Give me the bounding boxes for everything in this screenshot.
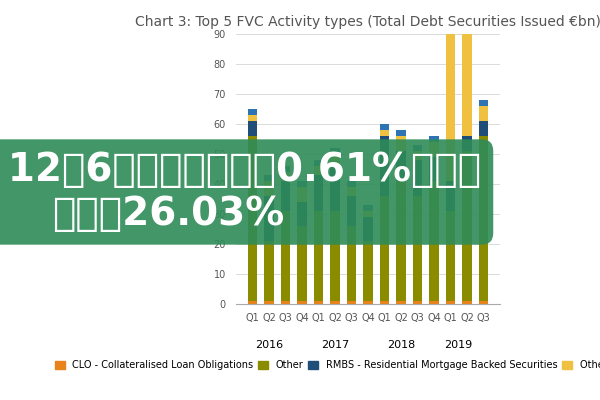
Bar (380, 130, 389, 136)
Bar (462, 151, 472, 301)
Bar (479, 136, 488, 301)
Bar (413, 151, 422, 160)
Bar (281, 172, 290, 181)
Bar (396, 181, 406, 301)
Bar (429, 142, 439, 157)
Bar (297, 226, 307, 301)
Bar (281, 301, 290, 304)
Bar (446, 181, 455, 211)
Bar (248, 301, 257, 304)
Bar (363, 205, 373, 211)
Bar (347, 226, 356, 301)
Bar (380, 136, 389, 196)
Bar (264, 301, 274, 304)
Legend: CLO - Collateralised Loan Obligations, Other, RMBS - Residential Mortgage Backed: CLO - Collateralised Loan Obligations, O… (51, 356, 600, 374)
Bar (330, 211, 340, 301)
Bar (479, 106, 488, 121)
Bar (413, 160, 422, 196)
Bar (479, 121, 488, 136)
Bar (380, 124, 389, 130)
Bar (446, 0, 455, 181)
Bar (314, 160, 323, 166)
Bar (330, 154, 340, 166)
Bar (429, 181, 439, 301)
Bar (248, 115, 257, 121)
Bar (297, 301, 307, 304)
Bar (347, 187, 356, 196)
Bar (413, 145, 422, 151)
Bar (347, 196, 356, 226)
Text: 2019: 2019 (445, 340, 473, 350)
Bar (314, 175, 323, 211)
Text: 股票配资神器 12月6日岂美转债上涨0.61%，转股
溢价率26.03%: 股票配资神器 12月6日岂美转债上涨0.61%，转股 溢价率26.03% (0, 151, 482, 233)
Title: Chart 3: Top 5 FVC Activity types (Total Debt Securities Issued €bn): Chart 3: Top 5 FVC Activity types (Total… (135, 15, 600, 29)
Bar (446, 301, 455, 304)
Bar (363, 211, 373, 217)
Bar (297, 202, 307, 226)
Bar (297, 187, 307, 202)
Bar (314, 166, 323, 175)
Bar (462, 0, 472, 136)
Bar (281, 181, 290, 211)
Bar (462, 301, 472, 304)
Bar (429, 301, 439, 304)
Bar (281, 211, 290, 301)
Bar (429, 157, 439, 181)
Bar (314, 211, 323, 301)
Bar (479, 301, 488, 304)
Bar (396, 151, 406, 181)
Text: 2017: 2017 (321, 340, 349, 350)
Bar (363, 301, 373, 304)
Bar (281, 166, 290, 172)
Bar (429, 136, 439, 142)
Bar (264, 196, 274, 241)
Bar (396, 130, 406, 136)
Bar (413, 196, 422, 301)
Bar (248, 121, 257, 136)
Bar (363, 241, 373, 301)
Bar (330, 148, 340, 154)
Bar (347, 301, 356, 304)
Bar (396, 136, 406, 151)
Bar (396, 301, 406, 304)
Bar (413, 301, 422, 304)
Bar (264, 175, 274, 181)
Bar (380, 301, 389, 304)
Bar (462, 136, 472, 151)
Bar (314, 301, 323, 304)
Bar (248, 109, 257, 115)
Bar (380, 196, 389, 301)
Bar (446, 211, 455, 301)
Bar (330, 166, 340, 211)
Bar (363, 217, 373, 241)
Bar (479, 100, 488, 106)
Bar (248, 136, 257, 301)
Bar (264, 181, 274, 196)
Bar (330, 301, 340, 304)
Bar (297, 181, 307, 187)
Text: 2018: 2018 (387, 340, 415, 350)
Bar (347, 181, 356, 187)
Bar (264, 241, 274, 301)
Text: 2016: 2016 (255, 340, 283, 350)
